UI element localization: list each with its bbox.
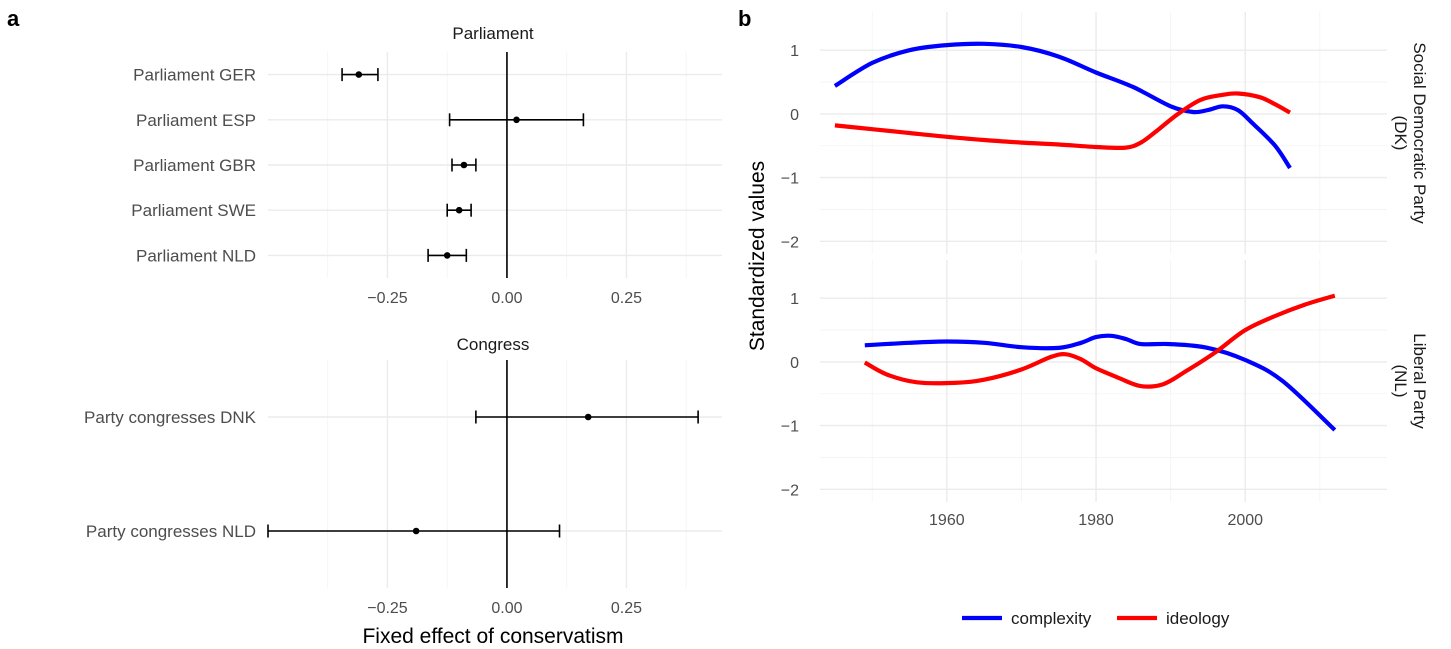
- x-tick-label: 0.25: [611, 290, 642, 307]
- y-tick-label: −1: [781, 171, 799, 188]
- line-complexity-social-democratic-party: [833, 41, 1292, 170]
- line-ideology-liberal-party: [863, 293, 1336, 389]
- parliament-estimates: Parliament GER Parliament ESP Parliament G…: [131, 52, 642, 307]
- nl-facet-grid: −2 −1 0 1 1960 1980 2000: [781, 260, 1387, 529]
- x-tick-label: 1980: [1078, 512, 1114, 529]
- estimate-parliament-nld: [427, 248, 468, 262]
- dk-facet-lines: [833, 41, 1292, 170]
- legend-label-ideology: ideology: [1166, 609, 1230, 628]
- facet-strip-label-social-democratic-party: Social Democratic Party(DK): [1391, 42, 1429, 224]
- category-label-parliament-gbr: Parliament GBR: [133, 156, 256, 175]
- legend: complexity ideology: [962, 609, 1230, 628]
- y-tick-label: 1: [790, 291, 799, 308]
- x-tick-label: −0.25: [367, 290, 408, 307]
- estimate-parliament-ger: [341, 68, 379, 82]
- panel-b-y-axis-title: Standardized values: [746, 161, 769, 351]
- y-tick-label: 0: [790, 107, 799, 124]
- point-estimate: [460, 161, 468, 169]
- panel-b-letter: b: [738, 6, 751, 31]
- panel-a-x-axis-title: Fixed effect of conservatism: [362, 625, 623, 648]
- parliament-facet-title: Parliament: [452, 24, 534, 43]
- x-tick-label: 0.25: [611, 600, 642, 617]
- line-ideology-social-democratic-party: [834, 91, 1292, 151]
- facet-strip-line: (DK): [1391, 116, 1410, 151]
- estimate-party-congresses-dnk: [475, 410, 699, 424]
- estimate-party-congresses-nld: [267, 524, 561, 538]
- x-tick-label: 1960: [929, 512, 965, 529]
- y-tick-label: −2: [781, 482, 799, 499]
- y-tick-label: 0: [790, 355, 799, 372]
- point-estimate: [412, 527, 420, 535]
- nl-facet-lines: [863, 293, 1337, 432]
- category-label-party-congresses-nld: Party congresses NLD: [86, 522, 256, 541]
- category-label-party-congresses-dnk: Party congresses DNK: [84, 408, 257, 427]
- congress-estimates: Party congresses DNK Party congresses NLD…: [84, 360, 699, 617]
- category-label-parliament-esp: Parliament ESP: [136, 111, 256, 130]
- x-tick-label: −0.25: [367, 600, 408, 617]
- point-estimate: [513, 116, 520, 124]
- category-label-parliament-swe: Parliament SWE: [131, 201, 256, 220]
- y-tick-label: −2: [781, 234, 799, 251]
- point-estimate: [584, 413, 592, 421]
- panel-a-letter: a: [7, 6, 20, 31]
- point-estimate: [443, 252, 451, 259]
- x-tick-label: 0.00: [491, 600, 522, 617]
- facet-strip-label-liberal-party: Liberal Party(NL): [1391, 333, 1429, 429]
- estimate-parliament-esp: [448, 113, 585, 127]
- y-tick-label: 1: [790, 43, 799, 60]
- legend-label-complexity: complexity: [1011, 609, 1092, 628]
- facet-strip-line: (NL): [1391, 364, 1410, 397]
- y-tick-label: −1: [781, 419, 799, 436]
- estimate-parliament-gbr: [451, 158, 477, 172]
- point-estimate: [355, 71, 363, 78]
- facet-strips: Social Democratic Party(DK) Liberal Party…: [1391, 42, 1429, 429]
- category-label-parliament-ger: Parliament GER: [133, 66, 256, 85]
- congress-facet-title: Congress: [457, 335, 530, 354]
- line-complexity-liberal-party: [864, 333, 1337, 432]
- estimate-parliament-swe: [446, 203, 472, 217]
- facet-strip-line: Social Democratic Party: [1410, 42, 1429, 224]
- category-label-parliament-nld: Parliament NLD: [136, 246, 256, 265]
- facet-strip-line: Liberal Party: [1410, 333, 1429, 429]
- x-tick-label: 2000: [1227, 512, 1263, 529]
- x-tick-label: 0.00: [491, 290, 522, 307]
- point-estimate: [455, 206, 463, 214]
